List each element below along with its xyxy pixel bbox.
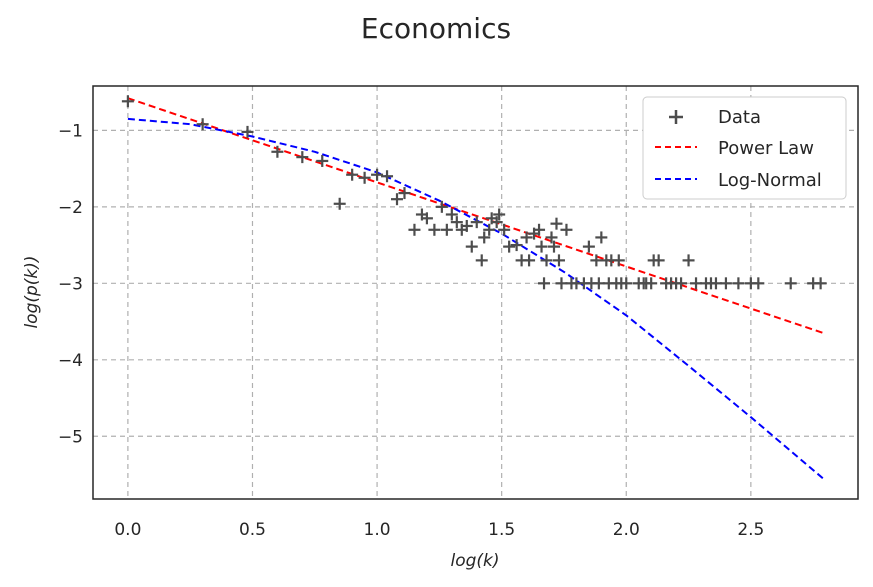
series-points [121,95,827,290]
x-tick-label: 1.5 [488,520,515,540]
data-point [523,254,536,267]
legend-marker-data [669,110,683,124]
log-normal-line [127,117,827,482]
data-point [408,223,421,236]
data-point [358,171,371,184]
data-point [490,216,503,229]
data-point [460,219,473,232]
data-point [545,231,558,244]
y-tick-label: −5 [58,427,83,447]
data-point [316,154,329,167]
data-point [552,254,565,267]
series-lines [127,97,827,482]
data-point [535,240,548,253]
data-point [550,217,563,230]
data-point [346,168,359,181]
data-point [533,223,546,236]
x-tick-label: 1.0 [364,520,391,540]
data-point [620,277,633,290]
data-point [450,216,463,229]
plot-frame [92,85,859,500]
y-tick-label: −1 [58,121,83,141]
data-point [196,118,209,131]
x-tick-label: 2.0 [613,520,640,540]
data-point [271,145,284,158]
data-point [465,240,478,253]
legend-label-data: Data [718,107,761,128]
data-point [381,170,394,183]
y-tick-label: −4 [58,351,83,371]
data-point [612,254,625,267]
x-tick-label: 0.5 [239,520,266,540]
data-point [420,212,433,225]
data-point [440,223,453,236]
data-point [483,223,496,236]
data-point [121,95,134,108]
data-point [652,254,665,267]
data-point [595,231,608,244]
data-point [478,231,491,244]
data-point [333,197,346,210]
data-point [493,208,506,221]
data-point [371,168,384,181]
data-point [752,277,765,290]
data-point [814,277,827,290]
x-axis-label: log(k) [450,551,499,571]
legend-label-power-law: Power Law [718,138,814,159]
chart-title: Economics [361,12,511,45]
data-point [428,223,441,236]
data-point [391,193,404,206]
data-point [398,187,411,200]
data-point [435,200,448,213]
data-point [296,151,309,164]
data-point [547,240,560,253]
legend-label-log-normal: Log-Normal [718,170,822,191]
data-point [675,277,688,290]
data-point [510,239,523,252]
x-tick-label: 2.5 [737,520,764,540]
data-point [498,223,511,236]
data-point [503,240,516,253]
x-tick-label: 0.0 [114,520,141,540]
data-point [784,277,797,290]
data-point [540,254,553,267]
data-point [445,208,458,221]
data-point [682,254,695,267]
legend-box [642,96,847,200]
data-point [732,277,745,290]
data-point [470,216,483,229]
data-point [719,277,732,290]
legend: Data Power Law Log-Normal [642,96,847,200]
y-axis-label: log(p(k)) [22,255,42,328]
data-point [645,277,658,290]
data-point [538,277,551,290]
x-ticks: 0.0 0.5 1.0 1.5 2.0 2.5 [114,520,764,540]
data-point [560,223,573,236]
data-point [520,231,533,244]
y-tick-label: −3 [58,274,83,294]
y-tick-label: −2 [58,198,83,218]
y-ticks: −1 −2 −3 −4 −5 [58,121,83,447]
data-point [241,125,254,138]
data-point [582,240,595,253]
data-point [475,254,488,267]
